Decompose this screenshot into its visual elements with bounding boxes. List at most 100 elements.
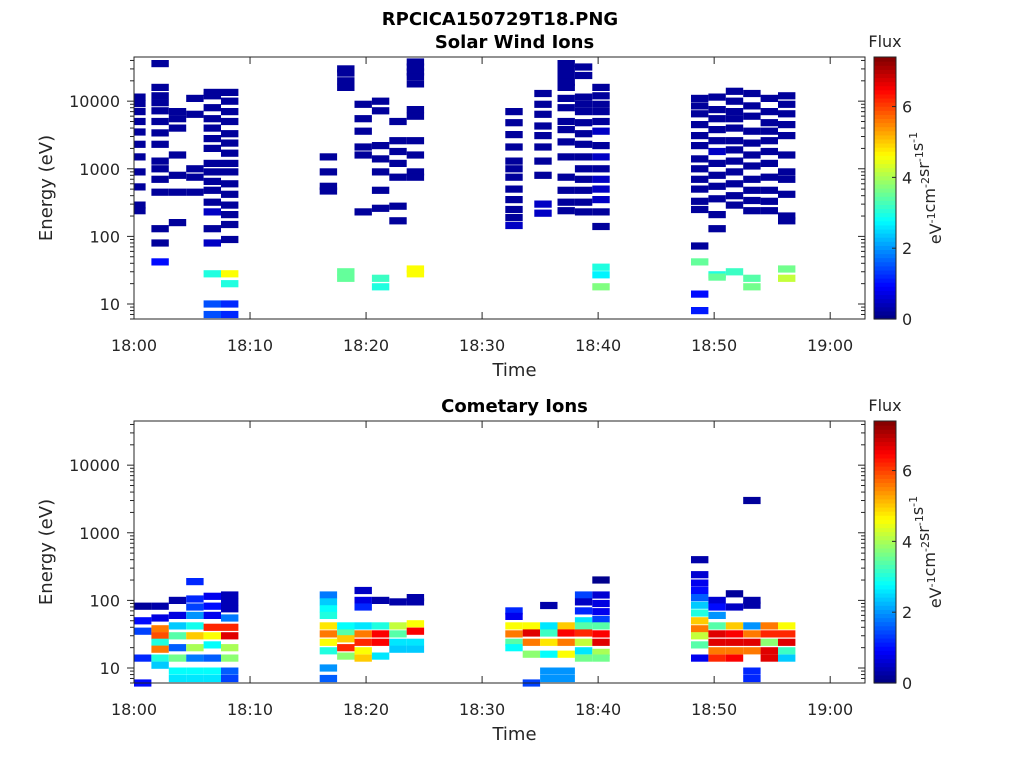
heatmap-cell <box>151 614 169 622</box>
heatmap-cell <box>406 270 425 278</box>
colorbar-segment <box>874 523 896 529</box>
heatmap-cell <box>557 126 575 134</box>
heatmap-cell <box>574 108 593 116</box>
heatmap-cell <box>134 168 146 176</box>
heatmap-cell <box>743 127 761 135</box>
heatmap-cell <box>151 99 169 107</box>
heatmap-cell <box>534 157 552 165</box>
heatmap-cell <box>708 630 726 638</box>
heatmap-cell <box>557 60 575 68</box>
heatmap-cell <box>186 188 204 196</box>
heatmap-cell <box>743 596 761 604</box>
heatmap-cell <box>592 591 610 599</box>
x-tick-label: 18:30 <box>459 700 505 719</box>
colorbar-segment <box>874 441 896 447</box>
heatmap-cell <box>708 182 726 190</box>
heatmap-cell <box>319 591 338 599</box>
colorbar-segment <box>874 314 896 320</box>
heatmap-cell <box>540 601 558 610</box>
heatmap-cell <box>168 115 187 123</box>
colorbar-segment <box>874 666 896 672</box>
heatmap-cell <box>778 175 796 183</box>
heatmap-cell <box>708 195 726 203</box>
colorbar-segment <box>874 233 896 238</box>
colorbar-segment <box>874 134 896 140</box>
heatmap-cell <box>557 173 575 181</box>
colorbar-segment <box>874 674 896 680</box>
colorbar-segment <box>874 482 896 488</box>
colorbar-segment <box>874 265 896 271</box>
heatmap-cell <box>557 104 575 112</box>
heatmap-cell <box>221 598 239 606</box>
heatmap-cell <box>708 159 726 167</box>
axes-frame <box>133 56 866 320</box>
heatmap-cell <box>134 183 146 191</box>
heatmap-cell <box>505 612 523 620</box>
heatmap-cell <box>743 175 761 183</box>
heatmap-cell <box>406 620 425 628</box>
heatmap-cell <box>505 638 523 646</box>
x-axis-label: Time <box>491 724 536 745</box>
colorbar-segment <box>874 535 896 541</box>
colorbar-tick-label: 0 <box>902 310 912 329</box>
heatmap-cell <box>778 110 796 118</box>
heatmap-cell <box>691 594 709 602</box>
colorbar-segment <box>874 298 896 304</box>
heatmap-cell <box>151 632 169 640</box>
heatmap-cell <box>134 93 146 101</box>
colorbar-segment <box>874 306 896 312</box>
heatmap-cell <box>151 625 169 633</box>
heatmap-cell <box>743 283 761 291</box>
colorbar-segment <box>874 208 896 214</box>
heatmap-cell <box>691 307 709 315</box>
colorbar-segment <box>874 192 896 197</box>
heatmap-cell <box>743 622 761 630</box>
heatmap-cell <box>371 168 390 176</box>
heatmap-cell <box>592 92 610 100</box>
heatmap-cell <box>134 617 152 625</box>
heatmap-cell <box>691 175 709 183</box>
heatmap-cell <box>760 127 778 135</box>
colorbar-segment <box>874 204 896 210</box>
x-tick-label: 18:50 <box>691 336 737 355</box>
x-tick-label: 19:00 <box>807 336 853 355</box>
heatmap-cell <box>505 644 523 652</box>
heatmap-cell <box>522 622 541 630</box>
heatmap-cell <box>221 159 239 167</box>
colorbar-segment <box>874 601 896 606</box>
y-axis-label: Energy (eV) <box>36 499 57 605</box>
colorbar-segment <box>874 662 896 668</box>
colorbar-segment <box>874 494 896 500</box>
heatmap-cell <box>743 638 761 646</box>
heatmap-cell <box>708 603 726 611</box>
heatmap-cell <box>691 617 709 625</box>
heatmap-cell <box>691 625 709 633</box>
heatmap-cell <box>505 165 523 173</box>
heatmap-cell <box>725 157 744 165</box>
heatmap-cell <box>389 217 407 225</box>
heatmap-cell <box>778 274 796 282</box>
heatmap-cell <box>389 159 407 167</box>
heatmap-cell <box>760 173 778 181</box>
colorbar-segment <box>874 613 896 619</box>
heatmap-cell <box>203 144 221 152</box>
colorbar-tick-label: 2 <box>902 603 912 622</box>
heatmap-cell <box>186 622 204 630</box>
heatmap-cell <box>134 207 146 215</box>
heatmap-cell <box>505 214 523 222</box>
colorbar-segment <box>874 519 896 524</box>
heatmap-cell <box>221 97 239 105</box>
heatmap-cell <box>778 638 796 646</box>
heatmap-cell <box>151 83 169 91</box>
heatmap-cell <box>592 117 610 126</box>
y-tick-label: 100 <box>89 227 120 246</box>
heatmap-cell <box>691 609 709 617</box>
heatmap-cell <box>203 198 221 206</box>
heatmap-cell <box>389 173 407 181</box>
heatmap-cell <box>337 268 355 276</box>
heatmap-cell <box>151 188 169 196</box>
heatmap-cell <box>406 63 425 71</box>
colorbar-segment <box>874 155 896 160</box>
heatmap-cell <box>725 622 744 630</box>
